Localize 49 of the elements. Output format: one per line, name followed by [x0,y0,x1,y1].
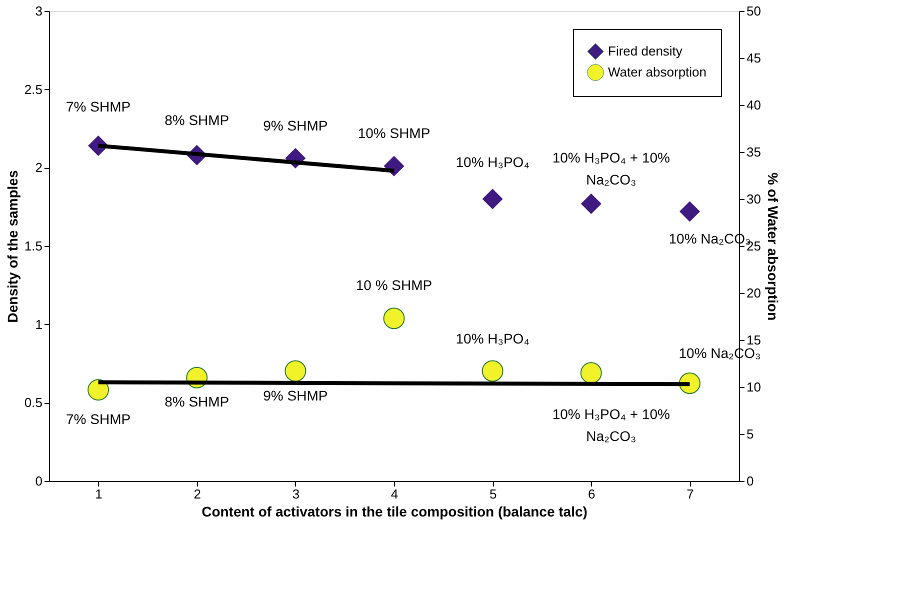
y-tick-label: 1.5 [24,238,42,254]
x-tick-label: 1 [95,486,102,502]
y2-tick-label: 15 [746,332,761,348]
point [482,360,504,382]
y2-tick-label: 40 [746,98,761,112]
y-axis-title: Density of the samples [4,170,20,323]
annotation: 10% H₃PO₄ [456,154,530,170]
y-tick-label: 3 [35,4,42,18]
point [580,362,602,384]
annotation: 8% SHMP [164,394,230,410]
point [679,201,700,222]
annotation: 7% SHMP [66,411,131,428]
point [284,360,306,382]
y2-tick-label: 50 [746,4,761,18]
annotation: 10 % SHMP [356,277,432,294]
annotation: 9% SHMP [263,117,328,134]
point [383,308,405,330]
annotation: 8% SHMP [164,112,230,128]
y2-tick-label: 45 [746,50,761,66]
y-tick-label: 0 [35,474,42,488]
y2-tick-label: 10 [746,380,761,394]
x-tick-label: 5 [489,486,497,502]
legend-label: Water absorption [608,64,707,80]
y2-tick-label: 35 [746,144,761,160]
legend-label: Fired density [608,44,683,58]
y-tick-label: 1 [35,316,42,332]
y2-tick-label: 20 [746,286,761,300]
annotation: 7% SHMP [66,98,131,115]
annotation: 10% H₃PO₄ + 10% Na₂CO₃ [552,150,670,188]
y-tick-label: 2.5 [24,82,42,97]
x-tick-label: 4 [390,486,398,502]
y2-axis-title: % of Water absorption [764,172,781,321]
y2-tick-label: 5 [746,426,754,442]
point [482,188,503,210]
x-tick-label: 6 [588,486,596,502]
point [88,379,110,401]
y-tick-label: 0.5 [24,395,42,410]
annotation: 10% H₃PO₄ [456,330,530,346]
y2-tick-label: 30 [746,192,761,206]
y-tick-label: 2 [35,160,42,176]
y2-tick-label: 0 [746,474,754,488]
point [580,193,602,214]
annotation: 10% SHMP [358,125,430,142]
annotation: 10% H₃PO₄ + 10% Na₂CO₃ [552,406,670,444]
x-axis-title: Content of activators in the tile composition (balance talc) [202,504,588,520]
x-tick-label: 3 [292,486,300,502]
x-tick-label: 7 [686,486,694,502]
annotation: 9% SHMP [263,387,328,404]
x-tick-label: 2 [194,486,201,502]
